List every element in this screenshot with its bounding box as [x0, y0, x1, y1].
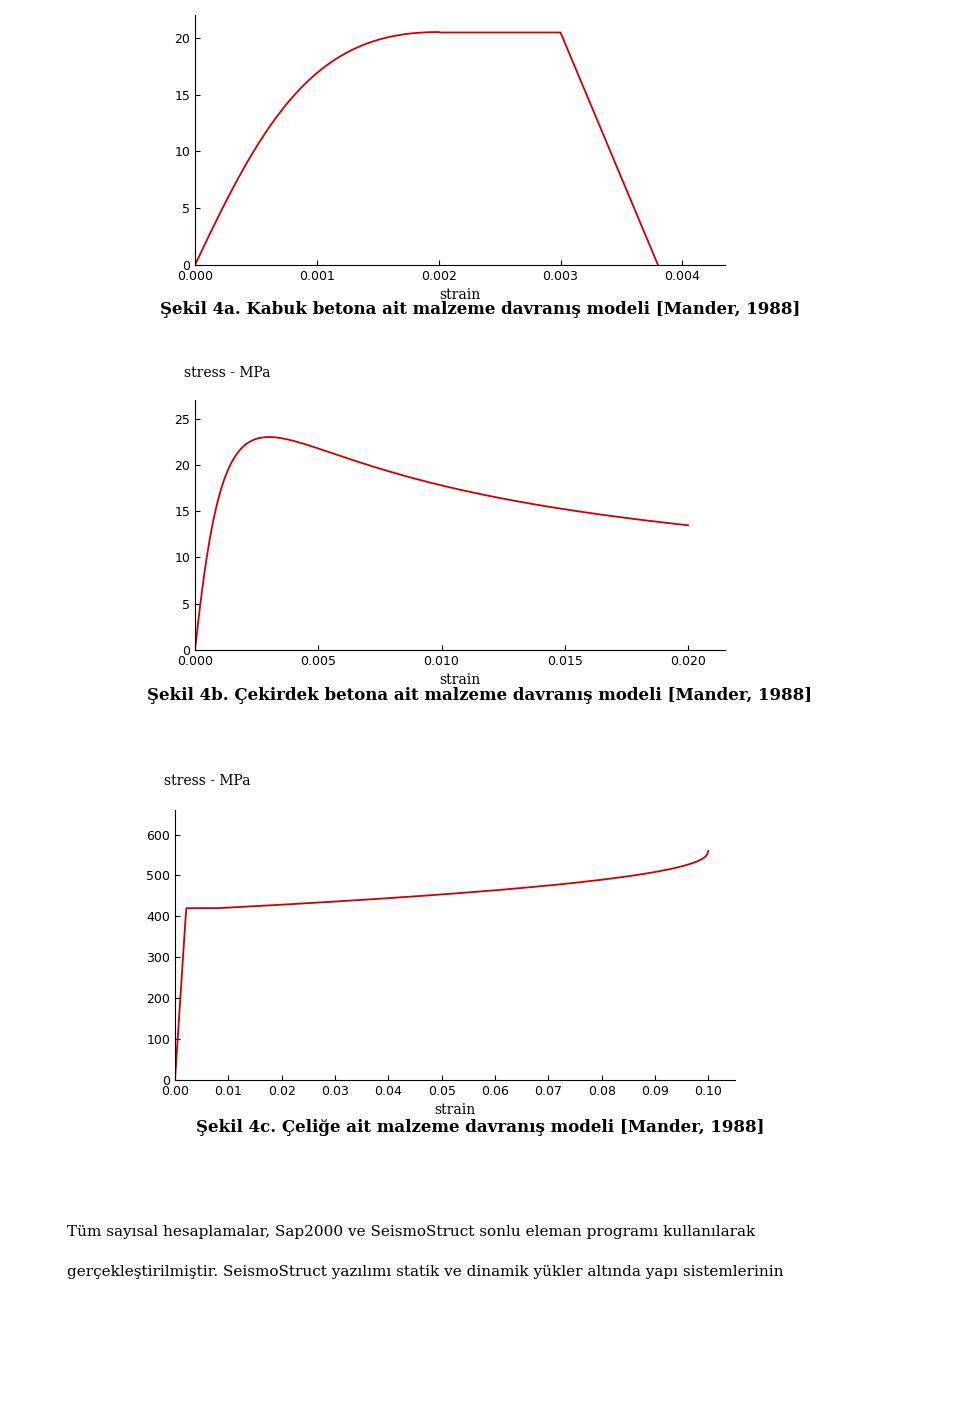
X-axis label: strain: strain — [440, 288, 481, 302]
Text: Tüm sayısal hesaplamalar, Sap2000 ve SeismoStruct sonlu eleman programı kullanıl: Tüm sayısal hesaplamalar, Sap2000 ve Sei… — [67, 1225, 756, 1239]
X-axis label: strain: strain — [440, 673, 481, 688]
X-axis label: strain: strain — [434, 1104, 475, 1118]
Text: Şekil 4c. Çeliğe ait malzeme davranış modeli [Mander, 1988]: Şekil 4c. Çeliğe ait malzeme davranış mo… — [196, 1119, 764, 1136]
Text: stress - MPa: stress - MPa — [184, 366, 271, 380]
Text: Şekil 4b. Çekirdek betona ait malzeme davranış modeli [Mander, 1988]: Şekil 4b. Çekirdek betona ait malzeme da… — [148, 688, 812, 704]
Text: Şekil 4a. Kabuk betona ait malzeme davranış modeli [Mander, 1988]: Şekil 4a. Kabuk betona ait malzeme davra… — [159, 301, 801, 318]
Text: gerçekleştirilmiştir. SeismoStruct yazılımı statik ve dinamik yükler altında yap: gerçekleştirilmiştir. SeismoStruct yazıl… — [67, 1265, 783, 1279]
Text: stress - MPa: stress - MPa — [164, 775, 251, 789]
